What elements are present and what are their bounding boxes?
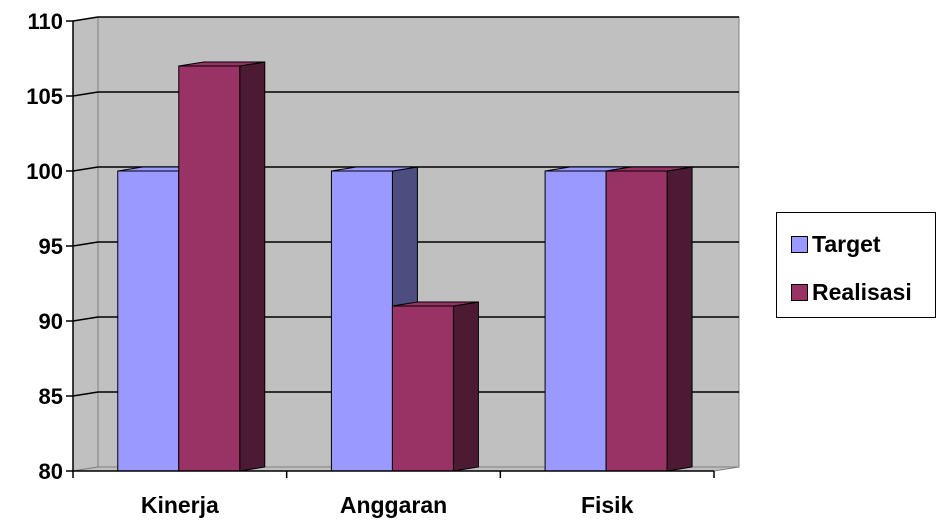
bar-front [117,170,180,472]
x-tick-label-fisik: Fisik [581,492,634,518]
x-tick-label-kinerja: Kinerja [141,492,219,518]
y-tick-labels: 80 85 90 95 100 105 110 [26,9,63,484]
legend-label-target: Target [812,231,881,257]
gridline-105-side [72,91,99,97]
legend-swatch-target [791,236,808,253]
gridline-110-side [72,16,99,22]
y-tick-label-105: 105 [26,84,63,109]
bar-realisasi-fisik [605,166,693,472]
x-tick-label-anggaran: Anggaran [340,492,447,518]
bar-front [178,65,241,472]
legend-swatch-realisasi [791,284,808,301]
y-tick-label-90: 90 [39,309,63,334]
gridline-95-side [72,241,99,247]
bar-side [239,61,266,472]
legend-item-realisasi: Realisasi [791,279,912,306]
bar-realisasi-anggaran [391,301,479,472]
bar-front [544,170,607,472]
bar-side [666,166,693,472]
legend-item-target: Target [791,231,881,258]
y-tick-label-110: 110 [28,9,64,34]
y-tick-label-100: 100 [26,159,63,184]
legend-label-realisasi: Realisasi [812,279,912,305]
y-tick-label-80: 80 [39,459,63,484]
bar-front [605,170,668,472]
bars [117,61,693,472]
bar-realisasi-kinerja [178,61,266,472]
gridline-85-side [72,391,99,397]
legend: Target Realisasi [776,212,936,318]
gridline-100-side [72,166,99,172]
bar-front [391,305,454,472]
bar-side [452,301,479,472]
y-tick-label-85: 85 [39,384,63,409]
gridline-90-side [72,316,99,322]
axes [66,20,715,478]
y-tick-label-95: 95 [39,234,63,259]
bar-front [330,170,393,472]
x-tick-labels: Kinerja Anggaran Fisik [141,492,634,518]
